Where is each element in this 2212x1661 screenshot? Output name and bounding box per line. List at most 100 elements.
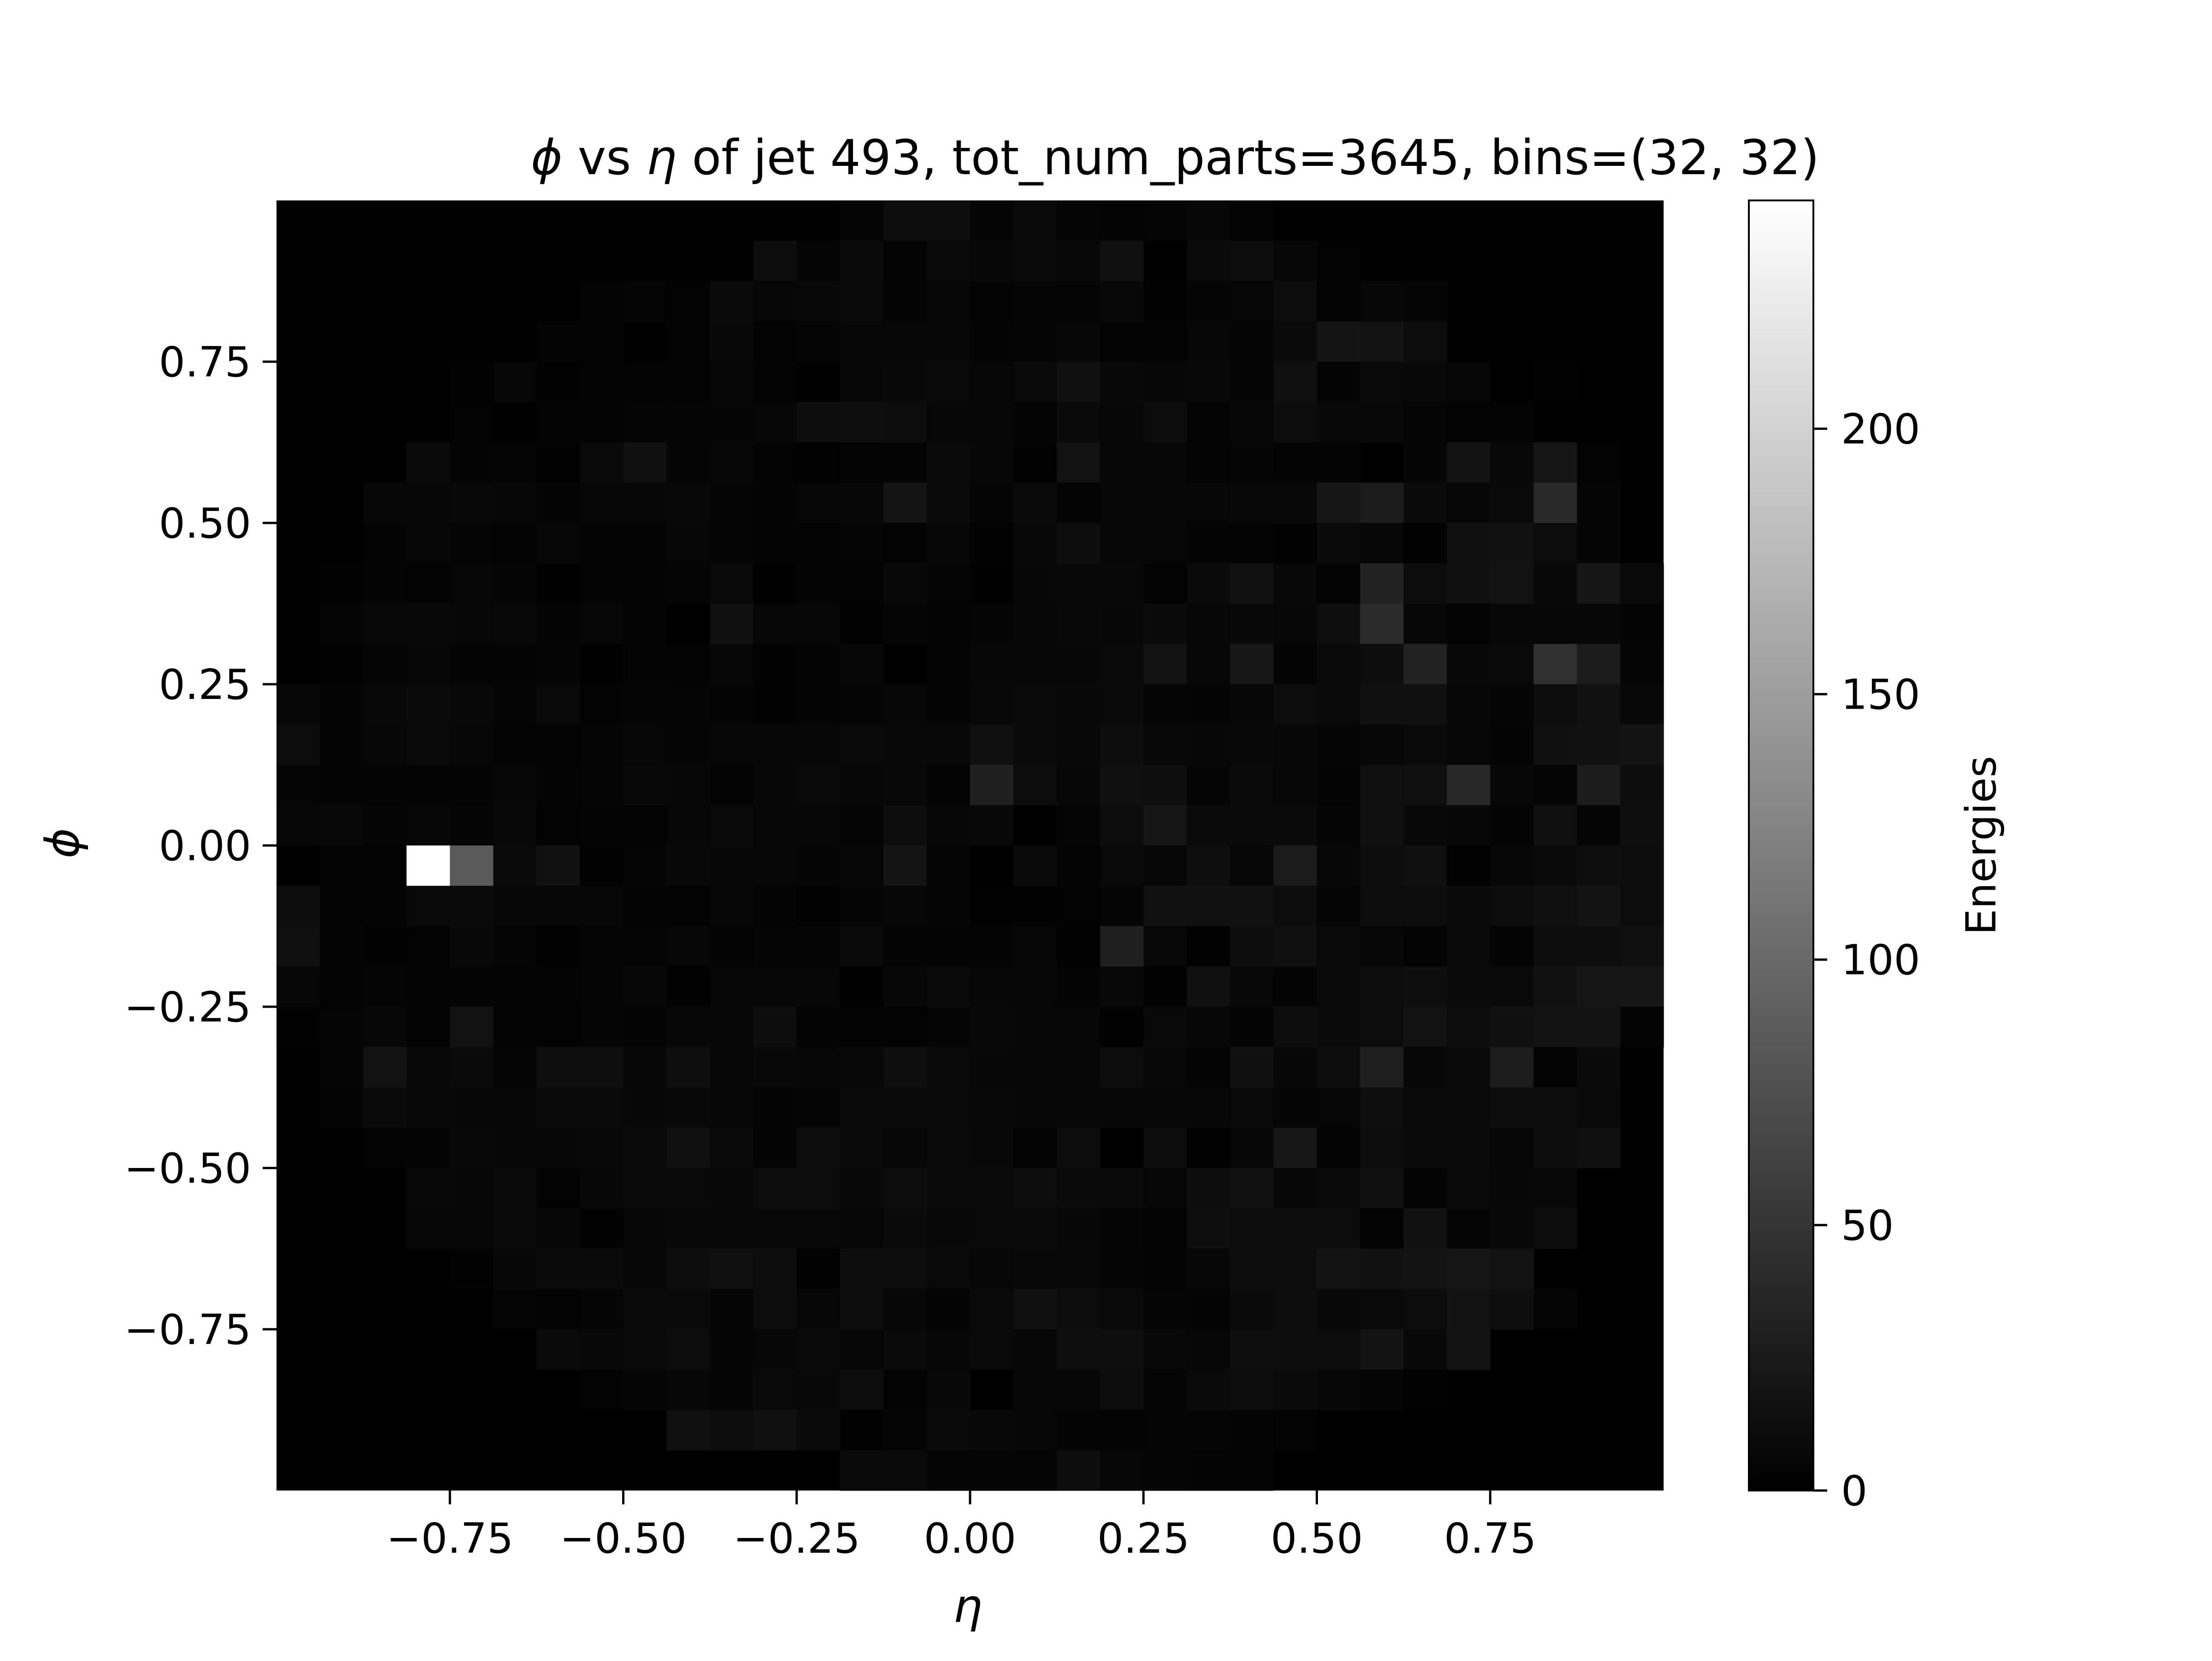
heatmap-cell [666,684,711,725]
heatmap-cell [1403,442,1447,483]
heatmap-cell [536,845,581,886]
heatmap-cell [1100,402,1144,443]
heatmap-cell [1490,1289,1534,1330]
heatmap-cell [1490,604,1534,645]
heatmap-cell [1013,604,1057,645]
heatmap-cell [753,1329,797,1370]
heatmap-cell [1143,1410,1187,1451]
colorbar-tick-label: 200 [1841,405,1920,453]
heatmap-cell [883,1289,927,1330]
heatmap-cell [1013,362,1057,403]
heatmap-cell [536,604,581,645]
heatmap-cell [1100,442,1144,483]
heatmap-cell [1100,1047,1144,1088]
heatmap-cell [796,281,841,322]
heatmap-cell [1057,765,1100,806]
heatmap-cell [1620,1007,1664,1048]
heatmap-cell [1143,1168,1187,1209]
heatmap-cell [840,1450,884,1491]
heatmap-cell [1187,281,1230,322]
heatmap-cell [666,926,711,967]
heatmap-cell [1273,1208,1318,1249]
heatmap-cell [1273,765,1318,806]
heatmap-cell [1490,402,1534,443]
heatmap-cell [1317,482,1361,523]
heatmap-cell [276,805,320,846]
heatmap-cell [493,966,537,1007]
heatmap-cell [840,1168,884,1209]
heatmap-cell [1273,684,1318,725]
heatmap-cell [926,442,971,483]
heatmap-cell [1533,724,1577,765]
heatmap-cell [1360,362,1404,403]
heatmap-cell [1317,604,1361,645]
heatmap-cell [840,482,884,523]
heatmap-cell [623,281,667,322]
heatmap-cell [1447,966,1491,1007]
heatmap-cell [753,1410,797,1451]
heatmap-cell [1230,1208,1274,1249]
heatmap-cell [1273,1249,1318,1290]
heatmap-cell [666,442,711,483]
heatmap-cell [710,563,754,604]
heatmap-cell [753,1289,797,1330]
colorbar-ticks: 0 50 100 150 200 [1813,405,1920,1515]
heatmap-cell [926,805,971,846]
heatmap-cell [1273,362,1318,403]
heatmap-cell [1143,482,1187,523]
heatmap-cell [926,1208,971,1249]
heatmap-cell [1230,845,1274,886]
heatmap-cell [1143,604,1187,645]
heatmap-cell [580,724,624,765]
heatmap-cell [926,1087,971,1128]
heatmap-cell [1490,1208,1534,1249]
heatmap-cell [536,523,581,564]
heatmap-cell [883,684,927,725]
heatmap-cell [1187,1007,1230,1048]
heatmap-cell [1143,1249,1187,1290]
heatmap-cell [710,1087,754,1128]
heatmap-cell [926,402,971,443]
heatmap-cell [1447,1168,1491,1209]
heatmap-cell [710,1289,754,1330]
heatmap-cell [450,362,494,403]
heatmap-cell [666,1007,711,1048]
heatmap-cell [1057,1329,1100,1370]
heatmap-cell [1533,604,1577,645]
heatmap-cell [1403,684,1447,725]
heatmap-cell [1447,482,1491,523]
heatmap-cell [536,966,581,1007]
heatmap-cell [883,1249,927,1290]
heatmap-cell [1187,200,1230,241]
heatmap-cell [840,886,884,927]
heatmap-cell [796,765,841,806]
heatmap-cell [753,644,797,685]
heatmap-cell [493,1087,537,1128]
heatmap-cell [1360,1208,1404,1249]
colorbar [1748,200,1814,1491]
heatmap-cell [1403,724,1447,765]
heatmap-cell [753,1087,797,1128]
heatmap-cell [710,1249,754,1290]
heatmap-cell [1143,1329,1187,1370]
heatmap-cell [710,362,754,403]
heatmap-cell [1273,281,1318,322]
heatmap-cell [1403,1369,1447,1410]
heatmap-cell [1403,523,1447,564]
heatmap-cell [1057,1168,1100,1209]
heatmap-cell [926,1369,971,1410]
heatmap-cell [450,604,494,645]
heatmap-cell [796,1369,841,1410]
heatmap-cell [1187,563,1230,604]
heatmap-cell [1577,604,1621,645]
heatmap-cell [926,765,971,806]
heatmap-cell [883,362,927,403]
heatmap-cell [580,1329,624,1370]
heatmap-cell [970,966,1014,1007]
heatmap-cell [1100,523,1144,564]
heatmap-cell [1577,724,1621,765]
heatmap-cell [1533,926,1577,967]
heatmap-cell [1143,563,1187,604]
heatmap-cell [926,1410,971,1451]
